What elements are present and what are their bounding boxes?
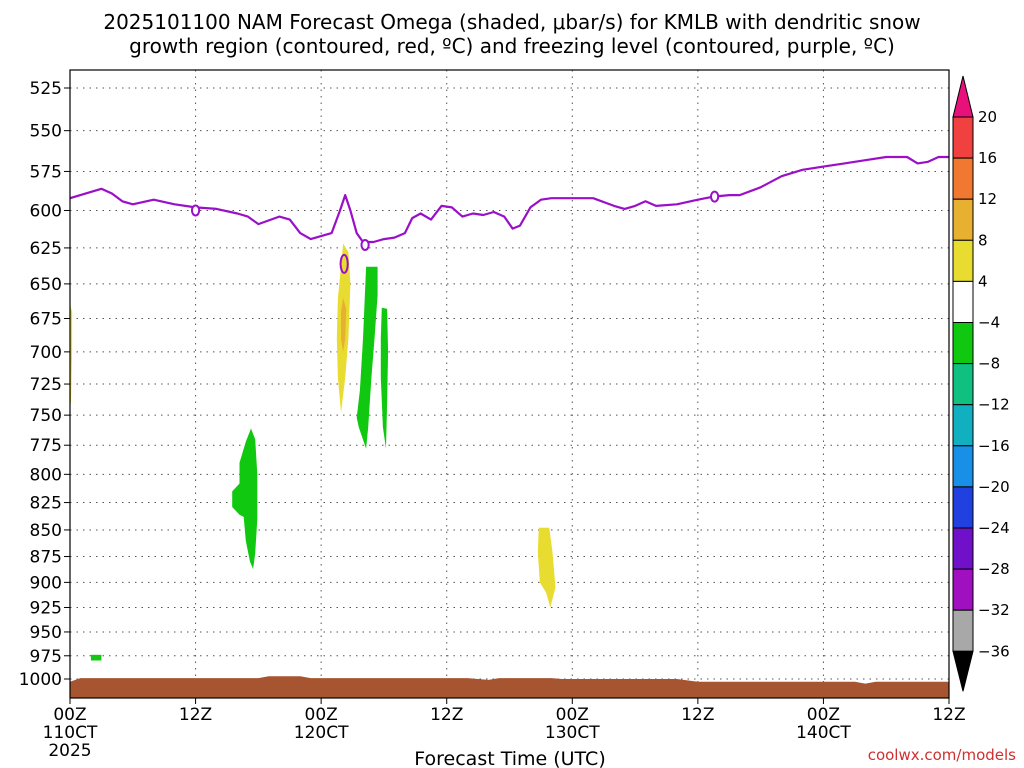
colorbar-swatch xyxy=(952,568,974,611)
colorbar-label: 20 xyxy=(978,108,997,126)
x-tick-label: 00Z xyxy=(53,705,86,725)
colorbar-swatch xyxy=(952,404,974,447)
y-tick-label: 600 xyxy=(30,201,62,221)
chart-title-line-1: 2025101100 NAM Forecast Omega (shaded, μ… xyxy=(103,10,920,34)
y-tick-label: 550 xyxy=(30,122,62,142)
credit-text: coolwx.com/models xyxy=(868,746,1016,764)
freezing-level-label xyxy=(710,190,720,203)
y-tick-label: 775 xyxy=(30,436,62,456)
colorbar-swatch xyxy=(952,116,974,159)
chart-title-line-2: growth region (contoured, red, ºC) and f… xyxy=(129,34,895,58)
terrain-fill xyxy=(70,676,949,698)
omega-region xyxy=(537,527,556,608)
y-tick-label: 825 xyxy=(30,494,62,514)
x-tick-label: 12Z xyxy=(681,705,714,725)
colorbar-swatch xyxy=(952,609,974,652)
x-tick-label: 120CT xyxy=(294,723,349,743)
colorbar-label: −36 xyxy=(978,642,1010,660)
omega-region xyxy=(356,266,378,449)
colorbar-swatch xyxy=(952,486,974,529)
y-tick-label: 675 xyxy=(30,310,62,330)
colorbar-swatch xyxy=(952,322,974,365)
colorbar-swatch xyxy=(952,239,974,282)
y-tick-label: 950 xyxy=(30,623,62,643)
colorbar-label: −32 xyxy=(978,601,1010,619)
y-tick-label: 625 xyxy=(30,239,62,259)
y-tick-label: 850 xyxy=(30,521,62,541)
colorbar-swatch xyxy=(952,363,974,406)
y-tick-label: 875 xyxy=(30,548,62,568)
x-axis-label: Forecast Time (UTC) xyxy=(414,748,605,768)
colorbar-swatch xyxy=(952,445,974,488)
colorbar-label: −8 xyxy=(978,355,1000,373)
freezing-level-label xyxy=(190,204,201,217)
freezing-level-label xyxy=(360,238,370,251)
colorbar-swatch xyxy=(952,650,974,692)
x-tick-label: 110CT xyxy=(43,723,98,743)
colorbar: 20 16 12 8 4 −4 −8 −12 −16 −20 −24 −28 −32 −36 xyxy=(952,75,1010,692)
colorbar-label: −28 xyxy=(978,560,1010,578)
omega-region xyxy=(90,654,102,661)
y-tick-label: 925 xyxy=(30,598,62,618)
plot-frame xyxy=(69,69,950,699)
colorbar-swatch xyxy=(952,157,974,200)
x-tick-label: 00Z xyxy=(556,705,589,725)
x-tick-label: 140CT xyxy=(796,723,851,743)
x-tick-label: 00Z xyxy=(807,705,840,725)
y-tick-label: 700 xyxy=(30,343,62,363)
y-tick-label: 575 xyxy=(30,162,62,182)
x-tick-label: 130CT xyxy=(545,723,600,743)
omega-region xyxy=(341,297,347,352)
y-tick-label: 975 xyxy=(30,647,62,667)
colorbar-label: 16 xyxy=(978,149,997,167)
colorbar-swatch xyxy=(952,280,974,323)
colorbar-label: 4 xyxy=(978,272,988,290)
grid xyxy=(70,70,949,698)
y-axis: 525 550 575 600 625 650 675 700 725 750 775 800 825 8… xyxy=(19,79,70,690)
x-tick-label: 00Z xyxy=(305,705,338,725)
y-tick-label: 800 xyxy=(30,465,62,485)
y-tick-label: 750 xyxy=(30,406,62,426)
colorbar-label: −4 xyxy=(978,314,1000,332)
y-tick-label: 725 xyxy=(30,375,62,395)
x-tick-label: 12Z xyxy=(179,705,212,725)
x-tick-label: 12Z xyxy=(430,705,463,725)
colorbar-swatch xyxy=(952,75,974,118)
y-tick-label: 525 xyxy=(30,79,62,99)
colorbar-label: −12 xyxy=(978,396,1010,414)
colorbar-swatch xyxy=(952,198,974,241)
colorbar-label: −16 xyxy=(978,437,1010,455)
dgz-contour xyxy=(339,253,349,274)
colorbar-label: 12 xyxy=(978,190,997,208)
freezing-level-line xyxy=(70,155,949,244)
omega-region xyxy=(380,307,389,449)
y-tick-label: 900 xyxy=(30,573,62,593)
freezing-level-layer xyxy=(70,155,949,274)
y-tick-label: 650 xyxy=(30,275,62,295)
colorbar-label: 8 xyxy=(978,231,988,249)
terrain xyxy=(70,676,949,698)
y-tick-label: 1000 xyxy=(19,670,62,690)
x-tick-label: 12Z xyxy=(932,705,965,725)
omega-region xyxy=(232,428,258,569)
colorbar-swatch xyxy=(952,527,974,570)
x-tick-label: 2025 xyxy=(48,741,91,761)
colorbar-label: −20 xyxy=(978,478,1010,496)
omega-shading xyxy=(70,243,556,661)
colorbar-label: −24 xyxy=(978,519,1010,537)
